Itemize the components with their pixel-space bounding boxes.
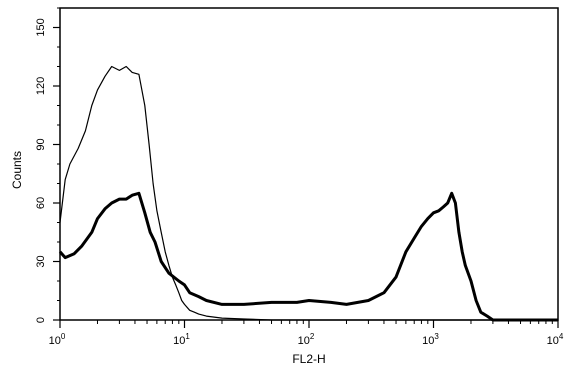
y-tick-label: 150 xyxy=(35,18,47,36)
x-tick-label: 102 xyxy=(298,332,315,347)
x-tick-label: 103 xyxy=(422,332,439,347)
y-tick-label: 90 xyxy=(35,138,47,150)
x-tick-label: 100 xyxy=(49,332,66,347)
series-layer xyxy=(58,65,558,322)
x-tick-label: 101 xyxy=(173,332,190,347)
y-tick-label: 30 xyxy=(35,255,47,267)
x-axis: 100 101 102 103 104 xyxy=(49,320,564,347)
x-tick-label: 104 xyxy=(547,332,564,347)
y-tick-label: 60 xyxy=(35,197,47,209)
series-line-thick xyxy=(58,191,558,322)
x-axis-label: FL2-H xyxy=(292,352,325,366)
series-line-thin xyxy=(59,65,558,321)
y-axis: 0 30 60 90 120 150 xyxy=(35,7,60,323)
y-tick-label: 0 xyxy=(35,317,47,323)
plot-frame xyxy=(59,7,559,321)
y-tick-label: 120 xyxy=(35,77,47,95)
y-axis-label: Counts xyxy=(10,151,24,189)
